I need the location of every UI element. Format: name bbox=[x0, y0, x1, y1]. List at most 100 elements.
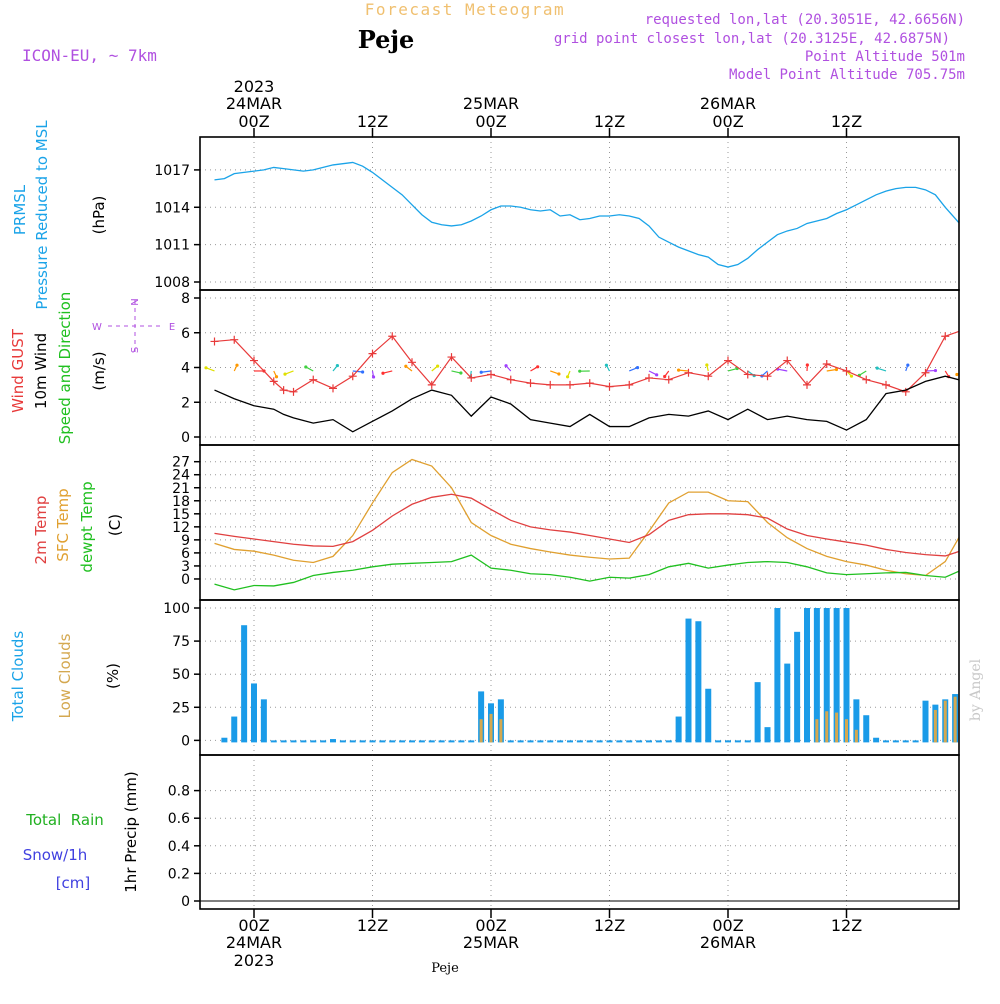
y-tick-label: 25 bbox=[172, 700, 190, 716]
bar-zero-clouds bbox=[508, 740, 514, 742]
panel-precip: 00.20.40.60.8 bbox=[168, 755, 959, 910]
bar-total-clouds bbox=[784, 664, 790, 743]
y-tick-label: 0.6 bbox=[168, 811, 190, 827]
bar-low-clouds bbox=[490, 714, 493, 742]
top-tick-label: 12Z bbox=[357, 112, 388, 131]
label-precip-unit: 1hr Precip (mm) bbox=[122, 771, 140, 892]
y-tick-label: 0 bbox=[181, 894, 190, 910]
gust-point bbox=[586, 379, 594, 387]
panel-frame bbox=[200, 445, 959, 600]
bar-zero-clouds bbox=[745, 740, 751, 742]
wind-arrow-head bbox=[436, 365, 439, 368]
bar-low-clouds bbox=[964, 714, 967, 742]
wind-arrow-head bbox=[663, 375, 666, 378]
wind-arrow-head bbox=[677, 369, 680, 372]
y-tick-label: 2 bbox=[181, 395, 190, 411]
bar-total-clouds bbox=[705, 689, 711, 743]
wind-arrow-head bbox=[605, 364, 608, 367]
wind-arrow-head bbox=[304, 365, 307, 368]
plot-area bbox=[221, 608, 1000, 742]
wind-arrow-head bbox=[381, 372, 384, 375]
bar-total-clouds bbox=[765, 727, 771, 742]
bar-zero-clouds bbox=[310, 740, 316, 742]
plot-area bbox=[215, 460, 1000, 590]
bar-zero-clouds bbox=[389, 740, 395, 742]
header-model-alt: Model Point Altitude 705.75m bbox=[729, 67, 965, 83]
y-tick-label: 0.2 bbox=[168, 866, 190, 882]
wind-arrow-head bbox=[235, 364, 238, 367]
gust-point bbox=[744, 370, 752, 378]
bar-zero-clouds bbox=[893, 740, 899, 742]
top-tick-label: 00Z bbox=[712, 112, 743, 131]
header-model: ICON-EU, ~ 7km bbox=[22, 46, 157, 65]
series-2m-temp-line bbox=[215, 494, 1000, 556]
gust-point bbox=[882, 381, 890, 389]
header-gridpoint: grid point closest lon,lat (20.3125E, 42… bbox=[554, 31, 950, 47]
top-date-25mar: 25MAR bbox=[463, 94, 519, 113]
wind-arrow-head bbox=[336, 364, 339, 367]
gust-point bbox=[309, 376, 317, 384]
top-tick-label: 00Z bbox=[238, 112, 269, 131]
watermark: by Angel bbox=[968, 658, 984, 721]
label-wind-unit: (m/s) bbox=[90, 351, 108, 390]
bar-low-clouds bbox=[480, 719, 483, 742]
y-tick-label: 6 bbox=[181, 326, 190, 342]
bar-low-clouds bbox=[934, 710, 937, 742]
label-2m-temp: 2m Temp bbox=[32, 496, 50, 565]
bar-zero-clouds bbox=[725, 740, 731, 742]
wind-compass: N S W E bbox=[92, 298, 175, 353]
bar-zero-clouds bbox=[883, 740, 889, 742]
wind-arrow-head bbox=[934, 369, 937, 372]
bar-zero-clouds bbox=[577, 740, 583, 742]
y-tick-label: 0.8 bbox=[168, 784, 190, 800]
label-cm: [cm] bbox=[56, 874, 91, 892]
series-gust-line bbox=[215, 305, 1000, 392]
bar-zero-clouds bbox=[419, 740, 425, 742]
wind-arrow-head bbox=[566, 375, 569, 378]
wind-arrow-head bbox=[480, 371, 483, 374]
y-tick-label: 27 bbox=[172, 455, 190, 471]
bar-low-clouds bbox=[944, 701, 947, 743]
bar-zero-clouds bbox=[370, 740, 376, 742]
bar-zero-clouds bbox=[271, 740, 277, 742]
bottom-year: 2023 bbox=[234, 951, 275, 970]
gust-point bbox=[941, 332, 949, 340]
bar-zero-clouds bbox=[409, 740, 415, 742]
bottom-date-26mar: 26MAR bbox=[700, 933, 756, 952]
top-tick-label: 12Z bbox=[594, 112, 625, 131]
bar-zero-clouds bbox=[291, 740, 297, 742]
gust-point bbox=[507, 376, 515, 384]
bar-total-clouds bbox=[231, 717, 237, 743]
y-tick-label: 8 bbox=[181, 291, 190, 307]
bar-total-clouds bbox=[241, 625, 247, 742]
wind-arrow-head bbox=[705, 363, 708, 366]
compass-w: W bbox=[92, 322, 102, 333]
gust-point bbox=[961, 325, 969, 333]
bar-low-clouds bbox=[499, 719, 502, 742]
bar-zero-clouds bbox=[626, 740, 632, 742]
bottom-tick-label: 12Z bbox=[594, 916, 625, 935]
wind-arrow-head bbox=[655, 373, 658, 376]
bar-total-clouds bbox=[863, 715, 869, 742]
wind-arrow-head bbox=[636, 366, 639, 369]
bar-low-clouds bbox=[815, 719, 818, 742]
y-tick-label: 1008 bbox=[154, 275, 190, 291]
gust-point bbox=[981, 317, 989, 325]
bar-zero-clouds bbox=[557, 740, 563, 742]
wind-arrow-head bbox=[876, 367, 879, 370]
bar-total-clouds bbox=[221, 738, 227, 743]
label-clouds-unit: (%) bbox=[104, 663, 122, 689]
header-point-alt: Point Altitude 501m bbox=[805, 49, 965, 65]
y-tick-label: 1017 bbox=[154, 163, 190, 179]
label-snow: Snow/1h bbox=[23, 846, 88, 864]
y-tick-label: 0 bbox=[181, 733, 190, 749]
bar-zero-clouds bbox=[429, 740, 435, 742]
gust-point bbox=[606, 383, 614, 391]
gust-point bbox=[329, 384, 337, 392]
wind-arrow-head bbox=[504, 364, 507, 367]
bottom-date-25mar: 25MAR bbox=[463, 933, 519, 952]
bar-total-clouds bbox=[804, 608, 810, 742]
